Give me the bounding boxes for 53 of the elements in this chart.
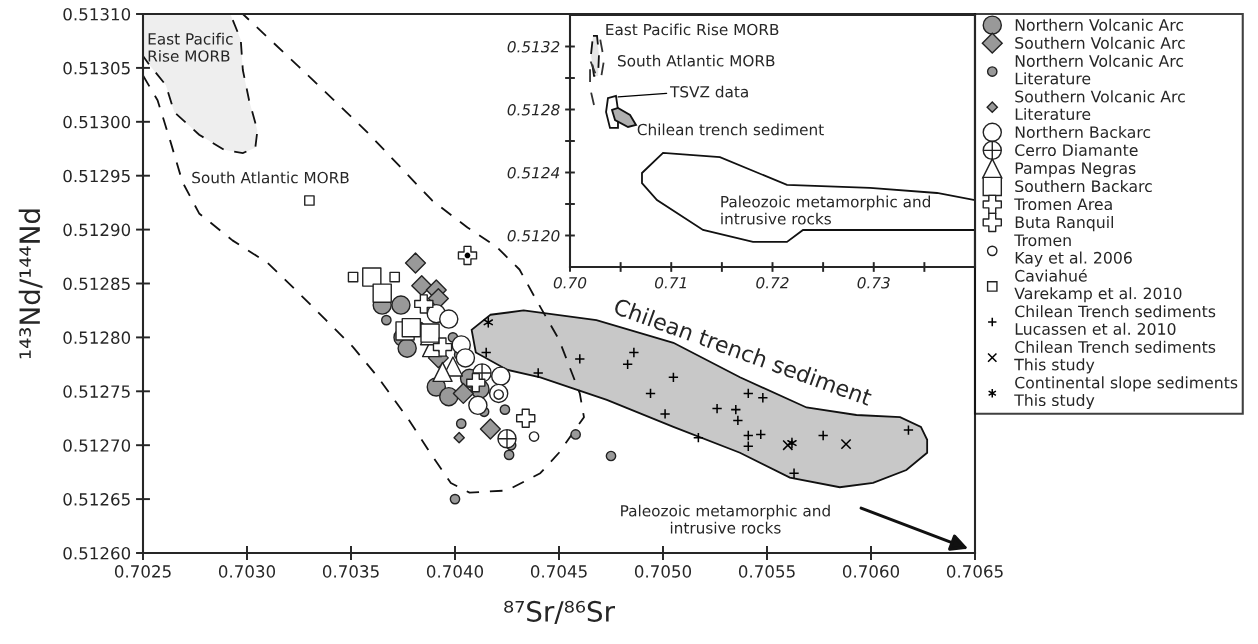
y-tick-label: 0.51280	[63, 331, 131, 344]
legend-label: Chilean Trench sediments Lucassen et al. 2010	[1015, 305, 1216, 335]
annotation: East Pacific Rise MORB	[606, 23, 779, 36]
x-tick-label: 0.7035	[322, 565, 379, 578]
y-tick-label: 0.51290	[63, 223, 131, 237]
annotation: South Atlantic MORB	[617, 54, 775, 67]
legend-label: Cerro Diamante	[1015, 143, 1138, 157]
x-tick-label: 0.70	[553, 276, 587, 289]
annotation: South Atlantic MORB	[192, 171, 349, 184]
x-tick-label: 0.7040	[426, 565, 484, 578]
legend-label: Southern Volcanic Arc Literature	[1015, 90, 1185, 121]
legend-label: Southern Backarc	[1015, 179, 1152, 193]
legend-label: Northern Volcanic Arc Literature	[1015, 54, 1184, 85]
y-tick-label: 0.51265	[63, 493, 130, 506]
annotation: TSVZ data	[669, 85, 748, 98]
x-tick-label: 0.7055	[738, 565, 795, 578]
y-tick-label: 0.5128	[507, 103, 560, 116]
y-tick-label: 0.5132	[507, 40, 560, 53]
legend-label: Continental slope sediments This study	[1014, 376, 1238, 410]
y-tick-label: 0.5120	[507, 229, 560, 242]
y-tick-label: 0.5124	[507, 166, 560, 179]
legend-label: Northern Volcanic Arc	[1015, 18, 1184, 31]
annotation: Paleozoic metamorphic and intrusive rocks	[621, 504, 830, 534]
legend-label: Pampas Negras	[1015, 162, 1136, 178]
y-tick-label: 0.51295	[63, 169, 130, 183]
y-tick-label: 0.51270	[63, 439, 131, 452]
legend-label: Chilean Trench sediments This study	[1014, 340, 1216, 374]
annotation: Chilean trench sediment	[637, 123, 824, 136]
y-tick-label: 0.51285	[63, 277, 130, 291]
legend-label: Tromen Kay et al. 2006	[1014, 234, 1132, 267]
x-tick-label: 0.7030	[218, 565, 276, 578]
x-tick-label: 0.7050	[634, 565, 692, 578]
x-tick-label: 0.7060	[842, 565, 900, 578]
annotation: Paleozoic metamorphic and intrusive rocks	[721, 195, 930, 225]
x-tick-label: 0.71	[655, 276, 686, 289]
legend-label: Buta Ranquil	[1015, 215, 1113, 232]
legend-label: Caviahué Varekamp et al. 2010	[1014, 268, 1182, 303]
legend-label: Southern Volcanic Arc	[1015, 36, 1185, 49]
annotation: East Pacific Rise MORB	[148, 32, 233, 62]
x-tick-label: 0.73	[857, 276, 890, 289]
y-tick-label: 0.51260	[63, 546, 131, 560]
legend-label: Northern Backarc	[1015, 125, 1151, 139]
y-tick-label: 0.51305	[63, 61, 130, 75]
legend-label: Tromen Area	[1014, 198, 1112, 211]
y-axis-title: ¹⁴³Nd/¹⁴⁴Nd	[18, 209, 43, 359]
x-tick-label: 0.72	[756, 276, 789, 289]
x-tick-label: 0.7025	[114, 565, 171, 578]
x-axis-title: ⁸⁷Sr/⁸⁶Sr	[504, 600, 615, 625]
x-tick-label: 0.7065	[946, 565, 1003, 578]
y-tick-label: 0.51310	[63, 7, 131, 21]
y-tick-label: 0.51300	[63, 115, 131, 129]
x-tick-label: 0.7045	[530, 565, 587, 578]
y-tick-label: 0.51275	[63, 385, 130, 398]
